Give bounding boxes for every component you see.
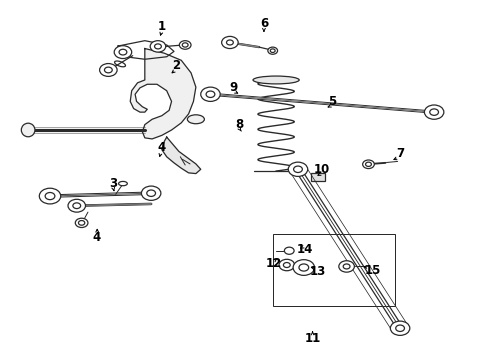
Text: 10: 10 [313,163,330,176]
Ellipse shape [118,181,127,186]
Text: 4: 4 [92,231,100,244]
Text: 3: 3 [109,177,117,190]
Circle shape [292,260,314,275]
Circle shape [267,47,277,54]
Circle shape [226,40,233,45]
Text: 8: 8 [235,118,243,131]
Text: 4: 4 [158,141,165,154]
Polygon shape [130,49,196,139]
Ellipse shape [21,123,35,137]
Circle shape [68,199,85,212]
Text: 14: 14 [297,243,313,256]
Text: 6: 6 [259,17,267,30]
Ellipse shape [252,76,299,84]
Circle shape [104,67,112,73]
Circle shape [205,91,214,98]
Circle shape [114,46,131,59]
Polygon shape [162,137,201,174]
Circle shape [389,321,409,336]
Circle shape [182,43,188,47]
Circle shape [78,221,84,225]
Circle shape [201,87,220,102]
Circle shape [45,193,55,200]
Circle shape [75,218,88,228]
Circle shape [39,188,61,204]
Circle shape [284,247,293,254]
Circle shape [365,162,371,166]
Text: 2: 2 [172,59,180,72]
Circle shape [154,44,161,49]
Text: 11: 11 [304,333,320,346]
Circle shape [270,49,275,53]
Circle shape [283,262,289,267]
Circle shape [150,41,165,52]
Circle shape [119,49,126,55]
Circle shape [338,261,354,272]
Circle shape [141,186,161,201]
Circle shape [424,105,443,119]
Circle shape [179,41,191,49]
Circle shape [146,190,155,197]
Text: 9: 9 [229,81,237,94]
Circle shape [287,162,307,176]
Circle shape [343,264,349,269]
Circle shape [298,264,308,271]
Text: 15: 15 [365,264,381,276]
Circle shape [395,325,404,332]
Circle shape [221,36,238,49]
Circle shape [100,64,117,76]
Circle shape [362,160,373,168]
Text: 7: 7 [395,147,403,160]
FancyBboxPatch shape [310,173,325,181]
Ellipse shape [187,115,204,124]
Circle shape [73,203,81,208]
Circle shape [279,259,294,271]
Text: 1: 1 [158,20,165,33]
Circle shape [293,166,302,172]
Text: 12: 12 [265,257,281,270]
Text: 5: 5 [327,95,335,108]
Circle shape [429,109,438,115]
Text: 13: 13 [309,265,325,278]
